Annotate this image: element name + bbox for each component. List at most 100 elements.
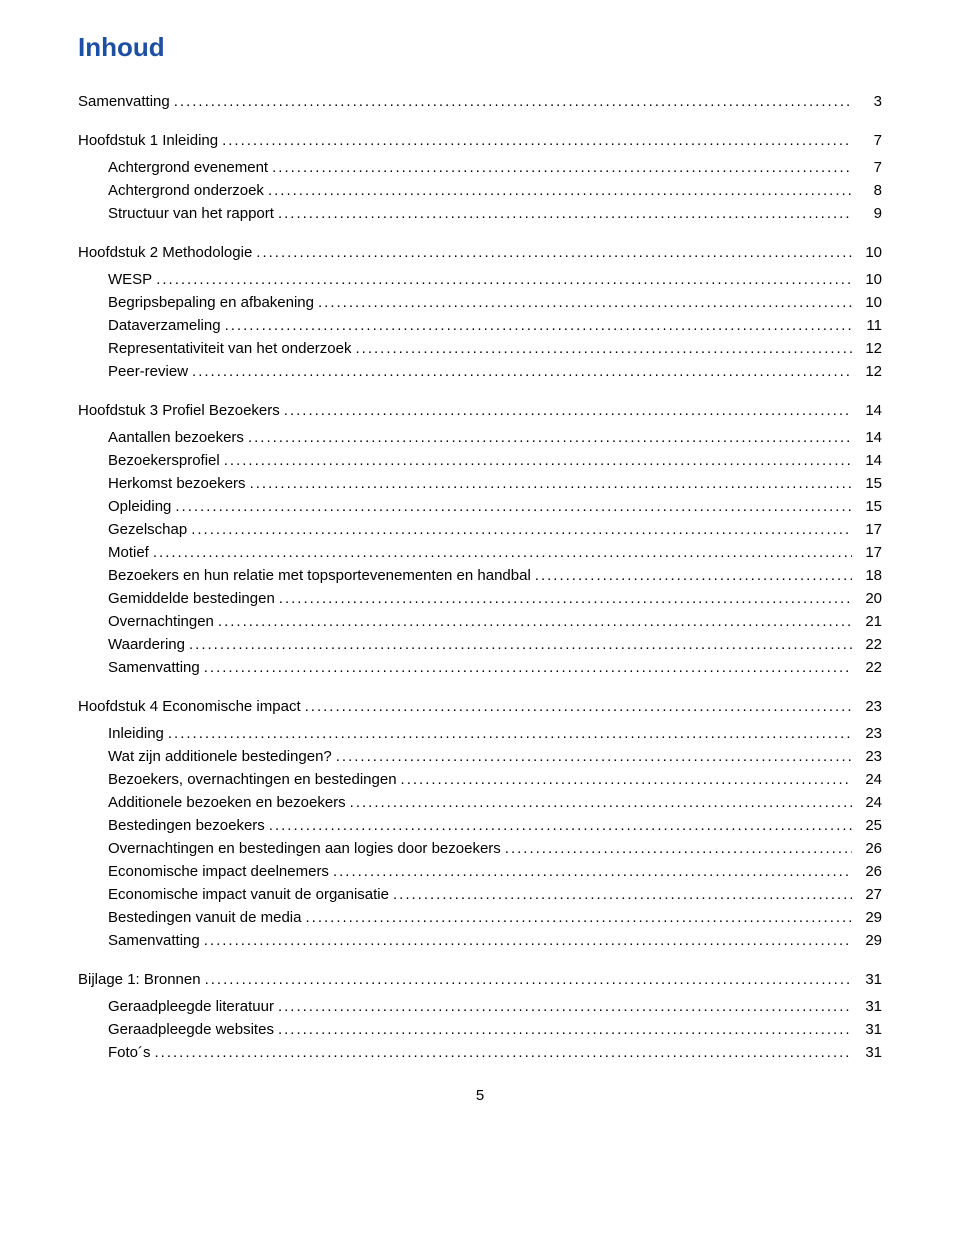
toc-leader-dots — [355, 338, 852, 359]
toc-entry-page: 7 — [856, 130, 882, 151]
toc-leader-dots — [204, 657, 852, 678]
toc-entry-label: Dataverzameling — [108, 315, 221, 336]
toc-entry-page: 23 — [856, 746, 882, 767]
toc-entry-label: Bezoekers, overnachtingen en bestedingen — [108, 769, 397, 790]
toc-entry: Bijlage 1: Bronnen 31 — [78, 969, 882, 990]
toc-entry-label: Economische impact deelnemers — [108, 861, 329, 882]
toc-leader-dots — [318, 292, 852, 313]
toc-entry-label: Bezoekersprofiel — [108, 450, 220, 471]
toc-entry-label: Bezoekers en hun relatie met topsporteve… — [108, 565, 531, 586]
toc-leader-dots — [248, 427, 852, 448]
toc-leader-dots — [175, 496, 852, 517]
toc-leader-dots — [505, 838, 852, 859]
toc-entry: Waardering22 — [108, 634, 882, 655]
toc-entry-page: 12 — [856, 338, 882, 359]
toc-entry: Economische impact vanuit de organisatie… — [108, 884, 882, 905]
toc-leader-dots — [224, 450, 852, 471]
toc-entry-page: 31 — [856, 1019, 882, 1040]
toc-entry-page: 20 — [856, 588, 882, 609]
toc-entry-label: Opleiding — [108, 496, 171, 517]
toc-entry: Geraadpleegde literatuur31 — [108, 996, 882, 1017]
toc-leader-dots — [333, 861, 852, 882]
toc-entry-page: 22 — [856, 634, 882, 655]
toc-entry: Dataverzameling11 — [108, 315, 882, 336]
toc-entry-page: 9 — [856, 203, 882, 224]
toc-entry: Inleiding23 — [108, 723, 882, 744]
toc-entry-label: Samenvatting — [108, 930, 200, 951]
toc-leader-dots — [205, 969, 852, 990]
toc-entry-label: Geraadpleegde literatuur — [108, 996, 274, 1017]
toc-entry-label: Hoofdstuk 4 Economische impact — [78, 696, 301, 717]
toc-entry-label: Bestedingen bezoekers — [108, 815, 265, 836]
toc-leader-dots — [174, 91, 852, 112]
toc-entry-page: 15 — [856, 496, 882, 517]
toc-entry: Hoofdstuk 1 Inleiding 7 — [78, 130, 882, 151]
toc-entry: Structuur van het rapport 9 — [108, 203, 882, 224]
toc-entry-page: 25 — [856, 815, 882, 836]
toc-leader-dots — [268, 180, 852, 201]
toc-leader-dots — [278, 996, 852, 1017]
toc-leader-dots — [168, 723, 852, 744]
toc-leader-dots — [191, 519, 852, 540]
toc-entry-page: 29 — [856, 930, 882, 951]
table-of-contents: Samenvatting3Hoofdstuk 1 Inleiding7Achte… — [78, 91, 882, 1063]
toc-entry-label: Geraadpleegde websites — [108, 1019, 274, 1040]
toc-entry-page: 26 — [856, 838, 882, 859]
toc-leader-dots — [153, 542, 852, 563]
document-title: Inhoud — [78, 32, 882, 63]
toc-leader-dots — [189, 634, 852, 655]
toc-entry-page: 14 — [856, 400, 882, 421]
toc-entry: Overnachtingen21 — [108, 611, 882, 632]
toc-leader-dots — [305, 696, 852, 717]
toc-entry-page: 31 — [856, 969, 882, 990]
toc-leader-dots — [278, 1019, 852, 1040]
toc-entry: Wat zijn additionele bestedingen?23 — [108, 746, 882, 767]
toc-entry-page: 7 — [856, 157, 882, 178]
toc-entry: Samenvatting3 — [78, 91, 882, 112]
toc-entry: Begripsbepaling en afbakening10 — [108, 292, 882, 313]
toc-leader-dots — [535, 565, 852, 586]
toc-entry: Bestedingen vanuit de media29 — [108, 907, 882, 928]
toc-entry: Geraadpleegde websites 31 — [108, 1019, 882, 1040]
toc-entry-page: 21 — [856, 611, 882, 632]
toc-leader-dots — [284, 400, 852, 421]
toc-entry-page: 14 — [856, 450, 882, 471]
toc-entry: Additionele bezoeken en bezoekers24 — [108, 792, 882, 813]
toc-leader-dots — [305, 907, 852, 928]
toc-entry-label: Hoofdstuk 2 Methodologie — [78, 242, 252, 263]
toc-entry-page: 10 — [856, 292, 882, 313]
toc-entry-label: Overnachtingen en bestedingen aan logies… — [108, 838, 501, 859]
toc-entry-page: 24 — [856, 792, 882, 813]
toc-entry: Hoofdstuk 2 Methodologie 10 — [78, 242, 882, 263]
toc-entry-page: 22 — [856, 657, 882, 678]
toc-entry-label: Hoofdstuk 1 Inleiding — [78, 130, 218, 151]
toc-entry: Bezoekers, overnachtingen en bestedingen… — [108, 769, 882, 790]
toc-entry-label: Foto´s — [108, 1042, 151, 1063]
toc-entry: Samenvatting 29 — [108, 930, 882, 951]
toc-entry-label: Economische impact vanuit de organisatie — [108, 884, 389, 905]
toc-entry: Motief17 — [108, 542, 882, 563]
toc-entry-page: 27 — [856, 884, 882, 905]
toc-entry-label: Bijlage 1: Bronnen — [78, 969, 201, 990]
toc-leader-dots — [336, 746, 852, 767]
toc-entry-page: 17 — [856, 519, 882, 540]
toc-entry: Hoofdstuk 3 Profiel Bezoekers 14 — [78, 400, 882, 421]
toc-entry: Bezoekersprofiel 14 — [108, 450, 882, 471]
toc-entry: Peer-review12 — [108, 361, 882, 382]
toc-entry-label: Bestedingen vanuit de media — [108, 907, 301, 928]
toc-entry-label: Structuur van het rapport — [108, 203, 274, 224]
toc-entry-page: 23 — [856, 723, 882, 744]
toc-entry-page: 12 — [856, 361, 882, 382]
toc-entry-page: 10 — [856, 269, 882, 290]
toc-entry-page: 23 — [856, 696, 882, 717]
toc-leader-dots — [218, 611, 852, 632]
toc-entry: Overnachtingen en bestedingen aan logies… — [108, 838, 882, 859]
toc-entry: Gezelschap17 — [108, 519, 882, 540]
toc-entry: Foto´s31 — [108, 1042, 882, 1063]
toc-entry-label: Hoofdstuk 3 Profiel Bezoekers — [78, 400, 280, 421]
toc-entry-label: Representativiteit van het onderzoek — [108, 338, 351, 359]
toc-leader-dots — [225, 315, 852, 336]
toc-entry: Samenvatting22 — [108, 657, 882, 678]
toc-entry-page: 10 — [856, 242, 882, 263]
toc-leader-dots — [401, 769, 852, 790]
